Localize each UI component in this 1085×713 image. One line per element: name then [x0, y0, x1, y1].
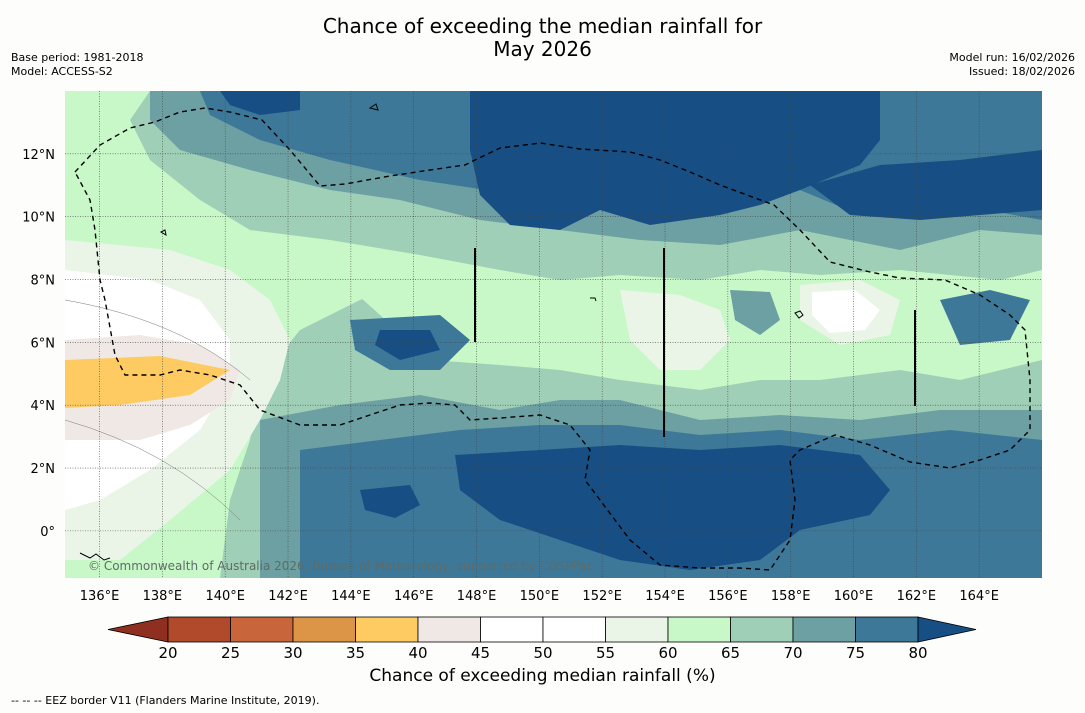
colorbar-segment	[730, 616, 794, 643]
colorbar-over-arrow	[917, 616, 977, 643]
colorbar-tick-label: 20	[158, 644, 177, 662]
colorbar-segment	[667, 616, 731, 643]
x-tick-label: 138°E	[143, 589, 183, 604]
colorbar-tick-label: 55	[596, 644, 615, 662]
colorbar-segment	[230, 616, 294, 643]
colorbar-segment	[480, 616, 544, 643]
colorbar-segment	[792, 616, 856, 643]
colorbar-tick-label: 60	[658, 644, 677, 662]
copyright-text: © Commonwealth of Australia 2026, Bureau…	[88, 559, 593, 573]
colorbar-segment	[355, 616, 419, 643]
x-tick-label: 154°E	[645, 589, 685, 604]
issued-date: Issued: 18/02/2026	[968, 65, 1075, 78]
colorbar-segment	[417, 616, 481, 643]
colorbar-segment	[292, 616, 356, 643]
base-period: Base period: 1981-2018	[11, 51, 144, 64]
y-tick-label: 4°N	[31, 399, 56, 414]
x-tick-label: 144°E	[331, 589, 371, 604]
y-tick-label: 12°N	[22, 148, 55, 163]
x-axis-ticks: 136°E 138°E 140°E 142°E 144°E 146°E 148°E 150°E…	[80, 589, 999, 604]
colorbar-tick-label: 35	[346, 644, 365, 662]
eez-border	[74, 107, 1031, 571]
y-axis-ticks: 0° 2°N 4°N 6°N 8°N 10°N 12°N	[22, 148, 55, 540]
grid-lines	[65, 91, 1042, 578]
x-tick-label: 162°E	[897, 589, 937, 604]
y-tick-label: 6°N	[31, 336, 56, 351]
y-tick-label: 0°	[40, 525, 55, 540]
colorbar-under-arrow	[107, 616, 169, 643]
y-tick-label: 10°N	[22, 211, 55, 226]
colorbar-tick-label: 70	[783, 644, 802, 662]
x-tick-label: 136°E	[80, 589, 120, 604]
x-tick-label: 160°E	[834, 589, 874, 604]
x-tick-label: 156°E	[708, 589, 748, 604]
colorbar-segment	[855, 616, 919, 643]
y-tick-label: 8°N	[31, 274, 56, 289]
y-tick-label: 2°N	[31, 462, 56, 477]
eez-legend-note: -- -- -- EEZ border V11 (Flanders Marine…	[11, 694, 320, 707]
chart-title-line2: May 2026	[493, 37, 592, 61]
map-field	[65, 91, 1042, 578]
x-tick-label: 158°E	[771, 589, 811, 604]
model-name: Model: ACCESS-S2	[11, 65, 113, 78]
x-tick-label: 146°E	[394, 589, 434, 604]
colorbar-tick-label: 65	[721, 644, 740, 662]
colorbar-tick-label: 30	[283, 644, 302, 662]
islands	[79, 103, 804, 561]
colorbar-tick-label: 45	[471, 644, 490, 662]
x-tick-label: 140°E	[205, 589, 245, 604]
colorbar-segment	[605, 616, 669, 643]
model-run: Model run: 16/02/2026	[949, 51, 1075, 64]
colorbar-tick-label: 75	[846, 644, 865, 662]
colorbar-segment	[542, 616, 606, 643]
colorbar-tick-label: 25	[221, 644, 240, 662]
x-tick-label: 150°E	[520, 589, 560, 604]
chart-title-line1: Chance of exceeding the median rainfall …	[322, 14, 763, 38]
x-tick-label: 148°E	[457, 589, 497, 604]
colorbar-tick-label: 40	[408, 644, 427, 662]
colorbar-segment	[167, 616, 231, 643]
x-tick-label: 152°E	[582, 589, 622, 604]
x-tick-label: 142°E	[268, 589, 308, 604]
colorbar-label: Chance of exceeding median rainfall (%)	[369, 666, 716, 686]
x-tick-label: 164°E	[959, 589, 999, 604]
colorbar: 20 25 30 35 40 45 50 55 60 65 70 75 80	[107, 616, 977, 662]
colorbar-tick-label: 50	[533, 644, 552, 662]
colorbar-tick-label: 80	[908, 644, 927, 662]
